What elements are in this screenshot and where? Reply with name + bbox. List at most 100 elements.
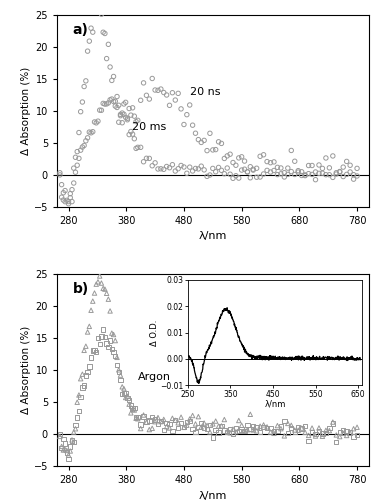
Y-axis label: Δ Absorption (%): Δ Absorption (%) — [21, 67, 31, 155]
Point — [178, 413, 184, 421]
Point — [320, 432, 326, 440]
X-axis label: λ/nm: λ/nm — [199, 231, 227, 241]
Point — [181, 121, 187, 129]
Point — [187, 101, 193, 109]
Point — [215, 163, 222, 171]
Point — [344, 157, 350, 165]
Point — [86, 363, 92, 371]
Point — [236, 154, 242, 162]
Point — [79, 370, 86, 378]
Point — [195, 413, 201, 421]
Point — [292, 170, 298, 178]
Point — [215, 422, 222, 430]
Point — [302, 428, 308, 436]
Point — [285, 419, 291, 427]
Point — [215, 138, 222, 146]
Point — [155, 86, 161, 94]
Point — [299, 424, 305, 432]
Point — [107, 96, 113, 104]
Point — [227, 425, 233, 433]
Point — [190, 425, 196, 433]
Point — [98, 332, 104, 340]
Point — [285, 164, 291, 172]
Point — [71, 164, 77, 172]
Point — [149, 424, 155, 432]
Point — [161, 426, 167, 434]
Point — [201, 419, 207, 427]
Point — [204, 421, 210, 429]
Point — [224, 427, 230, 435]
Point — [133, 413, 139, 421]
Point — [230, 158, 236, 166]
Point — [64, 208, 70, 216]
Point — [333, 438, 339, 446]
Point — [117, 376, 124, 384]
Point — [95, 7, 101, 15]
Point — [62, 440, 68, 448]
Point — [281, 417, 287, 425]
Point — [242, 157, 248, 165]
Point — [204, 172, 210, 180]
Point — [354, 164, 360, 172]
Point — [90, 346, 96, 354]
Point — [73, 153, 79, 161]
Point — [309, 161, 315, 169]
Point — [84, 47, 90, 55]
Point — [198, 162, 204, 170]
Point — [105, 40, 111, 48]
Point — [104, 55, 110, 63]
Point — [152, 415, 158, 423]
Point — [268, 168, 274, 176]
Point — [69, 186, 75, 194]
Point — [215, 428, 222, 436]
Point — [65, 197, 71, 205]
Point — [133, 144, 139, 152]
Text: Argon: Argon — [138, 372, 171, 382]
Point — [111, 98, 117, 106]
Point — [175, 424, 181, 432]
Point — [88, 306, 94, 314]
Point — [195, 165, 201, 173]
Point — [74, 161, 80, 169]
Point — [116, 101, 122, 109]
Point — [285, 170, 291, 178]
Point — [278, 164, 284, 172]
Point — [158, 418, 164, 426]
Point — [244, 168, 250, 176]
Point — [141, 79, 147, 87]
Point — [221, 170, 227, 178]
Point — [344, 427, 350, 435]
Point — [76, 129, 82, 137]
Point — [102, 30, 108, 38]
Point — [271, 166, 277, 174]
Point — [81, 83, 87, 91]
Point — [146, 154, 152, 162]
Point — [64, 448, 70, 456]
Point — [213, 168, 219, 176]
Point — [233, 161, 239, 169]
Point — [233, 428, 239, 436]
Point — [164, 162, 170, 170]
Point — [90, 297, 96, 305]
Point — [172, 416, 178, 424]
Point — [169, 427, 176, 435]
Point — [281, 173, 287, 181]
Point — [278, 422, 284, 430]
Point — [233, 424, 239, 432]
Point — [124, 114, 130, 122]
Point — [67, 190, 73, 198]
Point — [253, 173, 260, 181]
Point — [181, 163, 187, 171]
Point — [242, 427, 248, 435]
Point — [320, 429, 326, 437]
Point — [57, 169, 63, 177]
Point — [128, 409, 134, 417]
Point — [330, 419, 336, 427]
Point — [306, 161, 312, 169]
Point — [278, 425, 284, 433]
Point — [175, 89, 181, 97]
Point — [323, 154, 329, 162]
Point — [236, 416, 242, 424]
Point — [274, 163, 280, 171]
Point — [76, 407, 82, 415]
